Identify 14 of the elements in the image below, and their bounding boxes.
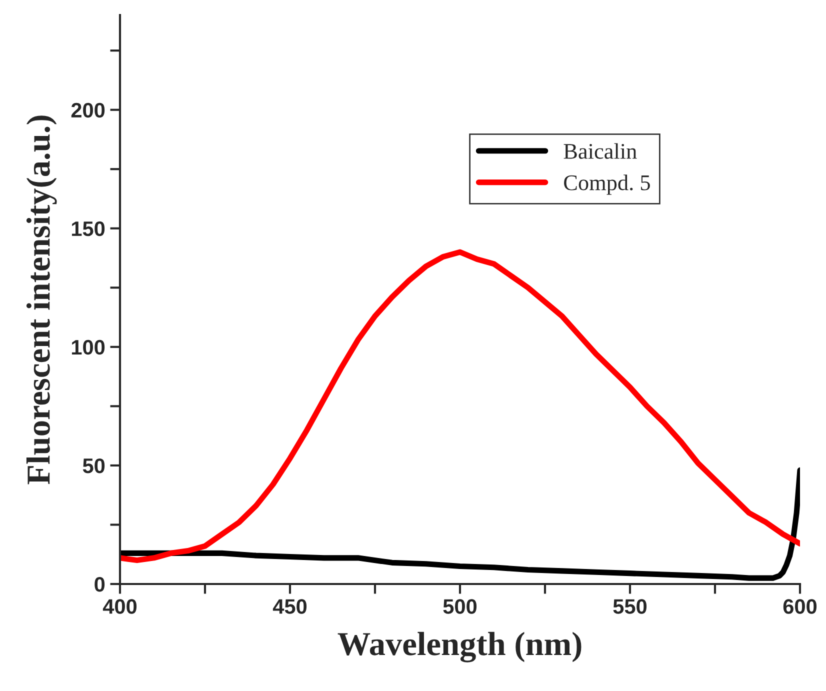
y-tick-label: 150: [72, 221, 105, 236]
y-tick-label: 0: [94, 577, 105, 592]
x-tick-label: 500: [443, 599, 477, 614]
y-axis-title: Fluorescent intensity(a.u.): [26, 116, 57, 484]
x-tick-label: 600: [783, 599, 817, 614]
legend-label: Baicalin: [564, 143, 637, 159]
legend-label: Compd. 5: [564, 174, 650, 195]
y-tick-label: 100: [72, 340, 105, 355]
x-axis-title: Wavelength (nm): [338, 632, 582, 662]
x-tick-label: 400: [102, 599, 137, 614]
y-tick-label: 200: [71, 102, 105, 118]
y-tick-label: 50: [82, 458, 105, 474]
x-tick-label: 450: [272, 599, 307, 614]
x-tick-label: 550: [613, 599, 647, 614]
